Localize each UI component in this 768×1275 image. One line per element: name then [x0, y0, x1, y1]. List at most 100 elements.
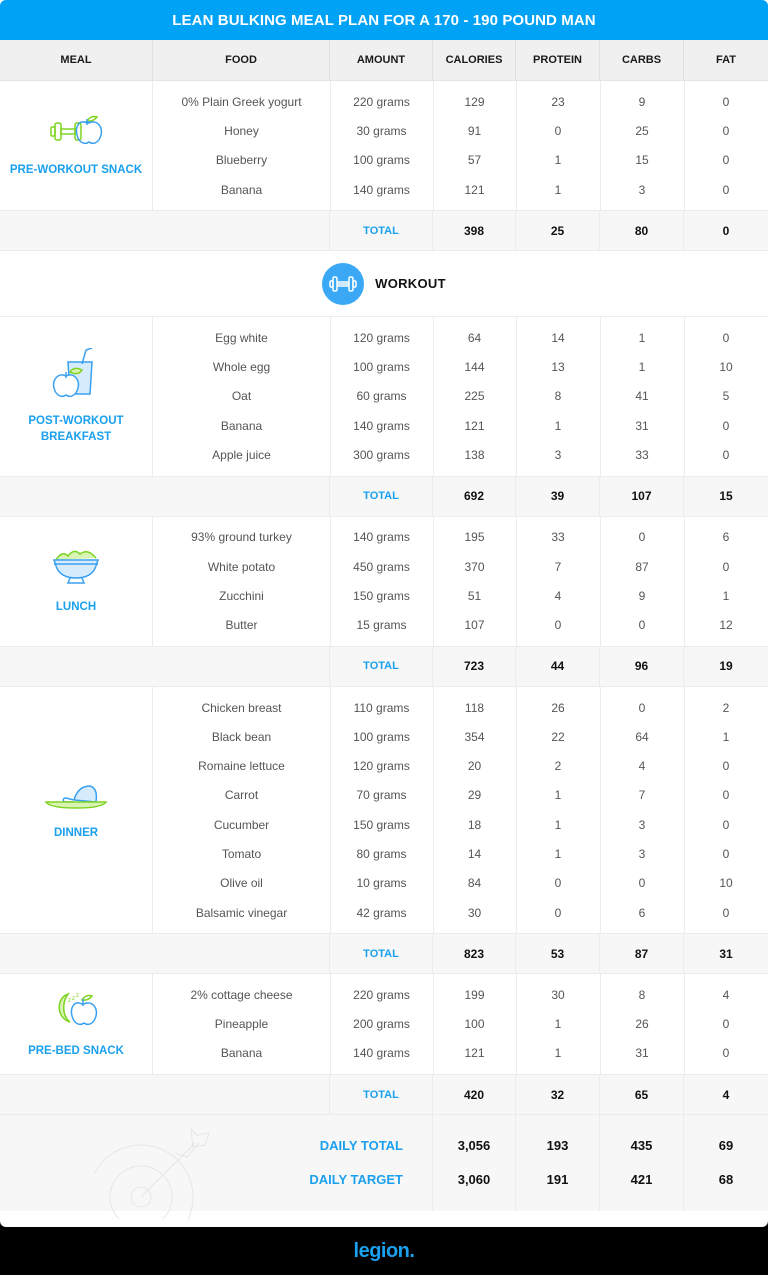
daily-labels: DAILY TOTAL DAILY TARGET [0, 1115, 433, 1212]
food-protein: 2 [554, 759, 562, 774]
food-name: 93% ground turkey [191, 530, 292, 545]
daily-target-fat: 68 [718, 1172, 734, 1188]
daily-target-label: DAILY TARGET [309, 1172, 403, 1188]
col-header-fat: FAT [716, 54, 736, 66]
food-protein: 1 [554, 788, 562, 803]
food-fat: 0 [722, 330, 730, 345]
food-carbs: 9 [638, 94, 646, 109]
meal-name: PRE-WORKOUT SNACK [9, 164, 143, 177]
food-name: Banana [220, 182, 263, 197]
workout-divider: WORKOUT [0, 251, 768, 318]
column-divider [684, 974, 685, 1075]
total-label: TOTAL [330, 211, 433, 251]
column-divider [330, 81, 331, 211]
meal-section: LUNCH 93% ground turkey 140 grams 195 33 0 6 Wh… [0, 516, 768, 647]
food-protein: 0 [554, 905, 562, 920]
juice-apple-icon [52, 347, 100, 405]
table-row: Banana 140 grams 121 1 3 0 [153, 175, 768, 204]
food-protein: 23 [551, 94, 565, 109]
meal-cell: LUNCH [0, 516, 153, 646]
food-amount: 140 grams [353, 1046, 410, 1061]
total-calories: 692 [433, 476, 516, 516]
meal-name: LUNCH [55, 600, 97, 613]
food-calories: 121 [464, 418, 485, 433]
salad-bowl-icon [52, 548, 100, 591]
total-label: TOTAL [330, 646, 433, 686]
table-row: 0% Plain Greek yogurt 220 grams 129 23 9 0 [153, 87, 768, 116]
food-protein: 33 [551, 530, 565, 545]
daily-summary: DAILY TOTAL DAILY TARGET 3,056 3,060 193 1… [0, 1115, 768, 1220]
total-row: TOTAL 692 39 107 15 [0, 476, 768, 517]
food-name: 0% Plain Greek yogurt [181, 94, 302, 109]
food-list: Egg white 120 grams 64 14 1 0 Whole egg 100 gra… [153, 317, 768, 476]
total-carbs: 80 [600, 211, 684, 251]
total-label: TOTAL [330, 1075, 433, 1115]
food-list: 2% cottage cheese 220 grams 199 30 8 4 Pineapp… [153, 974, 768, 1075]
column-divider [433, 317, 434, 476]
column-divider [433, 516, 434, 646]
daily-total-carbs: 435 [630, 1138, 653, 1154]
table-row: Honey 30 grams 91 0 25 0 [153, 116, 768, 145]
total-spacer [0, 1075, 330, 1115]
column-divider [516, 516, 517, 646]
footer: legion. [0, 1227, 768, 1275]
food-amount: 140 grams [353, 530, 410, 545]
daily-total-calories: 3,056 [457, 1138, 491, 1154]
food-carbs: 0 [638, 700, 646, 715]
table-row: 2% cottage cheese 220 grams 199 30 8 4 [153, 980, 768, 1009]
col-header-carbs: CARBS [600, 40, 684, 80]
food-carbs: 33 [635, 448, 649, 463]
daily-total-label: DAILY TOTAL [319, 1138, 403, 1154]
food-fat: 0 [722, 1017, 730, 1032]
food-carbs: 4 [638, 759, 646, 774]
food-carbs: 26 [635, 1017, 649, 1032]
food-amount: 200 grams [353, 1017, 410, 1032]
food-name: Honey [224, 123, 259, 138]
daily-target-carbs: 421 [630, 1172, 653, 1188]
food-protein: 1 [554, 1017, 562, 1032]
food-name: Black bean [211, 729, 272, 744]
food-protein: 0 [554, 876, 562, 891]
legion-logo: legion. [353, 1239, 415, 1262]
food-carbs: 0 [638, 876, 646, 891]
food-protein: 0 [554, 618, 562, 633]
food-amount: 150 grams [353, 588, 410, 603]
food-amount: 80 grams [356, 846, 407, 861]
column-divider [516, 686, 517, 934]
food-calories: 199 [464, 987, 485, 1002]
total-carbs: 87 [600, 934, 684, 974]
table-row: Banana 140 grams 121 1 31 0 [153, 411, 768, 440]
col-header-protein: PROTEIN [516, 40, 600, 80]
food-fat: 0 [722, 759, 730, 774]
daily-total-fat: 69 [718, 1138, 734, 1154]
column-divider [516, 317, 517, 476]
meal-section: POST-WORKOUT BREAKFAST Egg white 120 grams… [0, 317, 768, 477]
column-divider [600, 974, 601, 1075]
column-divider [684, 81, 685, 211]
table-row: Romaine lettuce 120 grams 20 2 4 0 [153, 751, 768, 780]
food-amount: 110 grams [353, 700, 410, 715]
food-fat: 0 [722, 788, 730, 803]
total-row: TOTAL 723 44 96 19 [0, 646, 768, 687]
food-calories: 121 [464, 1046, 485, 1061]
table-header: MEAL FOOD AMOUNT CALORIES PROTEIN CARBS … [0, 40, 768, 81]
total-fat: 19 [719, 659, 733, 674]
food-name: Banana [220, 1046, 263, 1061]
food-amount: 120 grams [353, 330, 410, 345]
food-calories: 354 [464, 729, 485, 744]
col-header-amount: AMOUNT [330, 40, 433, 80]
total-label: TOTAL [330, 476, 433, 516]
meal-cell: POST-WORKOUT BREAKFAST [0, 317, 153, 476]
total-spacer [0, 646, 330, 686]
meals-table-body: PRE-WORKOUT SNACK 0% Plain Greek yogurt 2 2… [0, 81, 768, 1116]
food-carbs: 1 [638, 330, 646, 345]
food-amount: 140 grams [353, 182, 410, 197]
food-calories: 18 [467, 817, 482, 832]
food-name: Blueberry [215, 153, 268, 168]
column-divider [684, 516, 685, 646]
meal-cell: z z z PRE-BED SNACK [0, 974, 153, 1075]
food-protein: 4 [554, 588, 562, 603]
food-amount: 30 grams [356, 123, 407, 138]
table-row: White potato 450 grams 370 7 87 0 [153, 552, 768, 581]
food-fat: 0 [722, 182, 730, 197]
